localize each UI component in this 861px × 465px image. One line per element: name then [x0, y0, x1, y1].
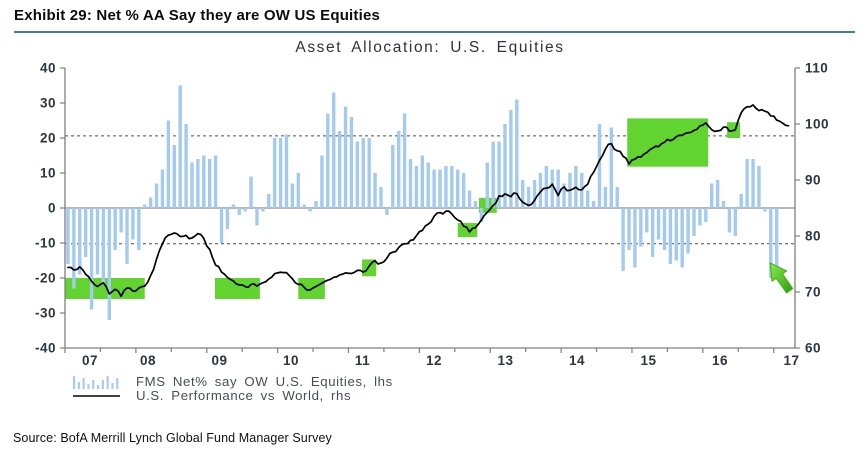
chart-title: Asset Allocation: U.S. Equities	[295, 39, 565, 56]
svg-text:16: 16	[712, 353, 728, 368]
mini-bars-icon	[73, 375, 119, 389]
svg-text:30: 30	[40, 96, 56, 111]
green-arrow-annotation	[769, 262, 794, 294]
svg-text:-10: -10	[35, 236, 56, 251]
svg-text:70: 70	[805, 285, 821, 300]
mini-bars-glyph	[73, 375, 119, 389]
svg-text:-40: -40	[35, 341, 56, 356]
svg-text:60: 60	[805, 341, 821, 356]
source-text: Source: BofA Merrill Lynch Global Fund M…	[13, 431, 332, 445]
svg-text:80: 80	[805, 229, 821, 244]
svg-text:08: 08	[140, 353, 156, 368]
svg-text:110: 110	[805, 61, 828, 76]
line-icon	[73, 394, 120, 397]
svg-text:07: 07	[82, 353, 98, 368]
svg-text:20: 20	[40, 131, 56, 146]
svg-text:10: 10	[283, 353, 299, 368]
svg-text:10: 10	[40, 166, 56, 181]
legend: FMS Net% say OW U.S. Equities, lhs U.S. …	[72, 373, 393, 403]
svg-text:11: 11	[355, 353, 370, 368]
svg-text:90: 90	[805, 173, 821, 188]
legend-item-line: U.S. Performance vs World, rhs	[72, 387, 393, 403]
legend-item-bars: FMS Net% say OW U.S. Equities, lhs	[72, 373, 393, 389]
svg-text:100: 100	[805, 117, 829, 132]
svg-text:0: 0	[48, 201, 56, 216]
svg-text:40: 40	[40, 61, 56, 76]
svg-text:15: 15	[640, 353, 656, 368]
svg-text:09: 09	[211, 353, 227, 368]
legend-label-line: U.S. Performance vs World, rhs	[136, 387, 352, 403]
title-underline	[14, 31, 855, 34]
svg-text:-30: -30	[35, 306, 56, 321]
svg-text:13: 13	[497, 353, 513, 368]
svg-text:14: 14	[569, 353, 585, 368]
svg-text:12: 12	[426, 353, 442, 368]
exhibit-title: Exhibit 29: Net % AA Say they are OW US …	[14, 7, 381, 24]
svg-text:17: 17	[783, 353, 799, 368]
svg-text:-20: -20	[35, 271, 56, 286]
legend-label-bars: FMS Net% say OW U.S. Equities, lhs	[136, 373, 393, 389]
